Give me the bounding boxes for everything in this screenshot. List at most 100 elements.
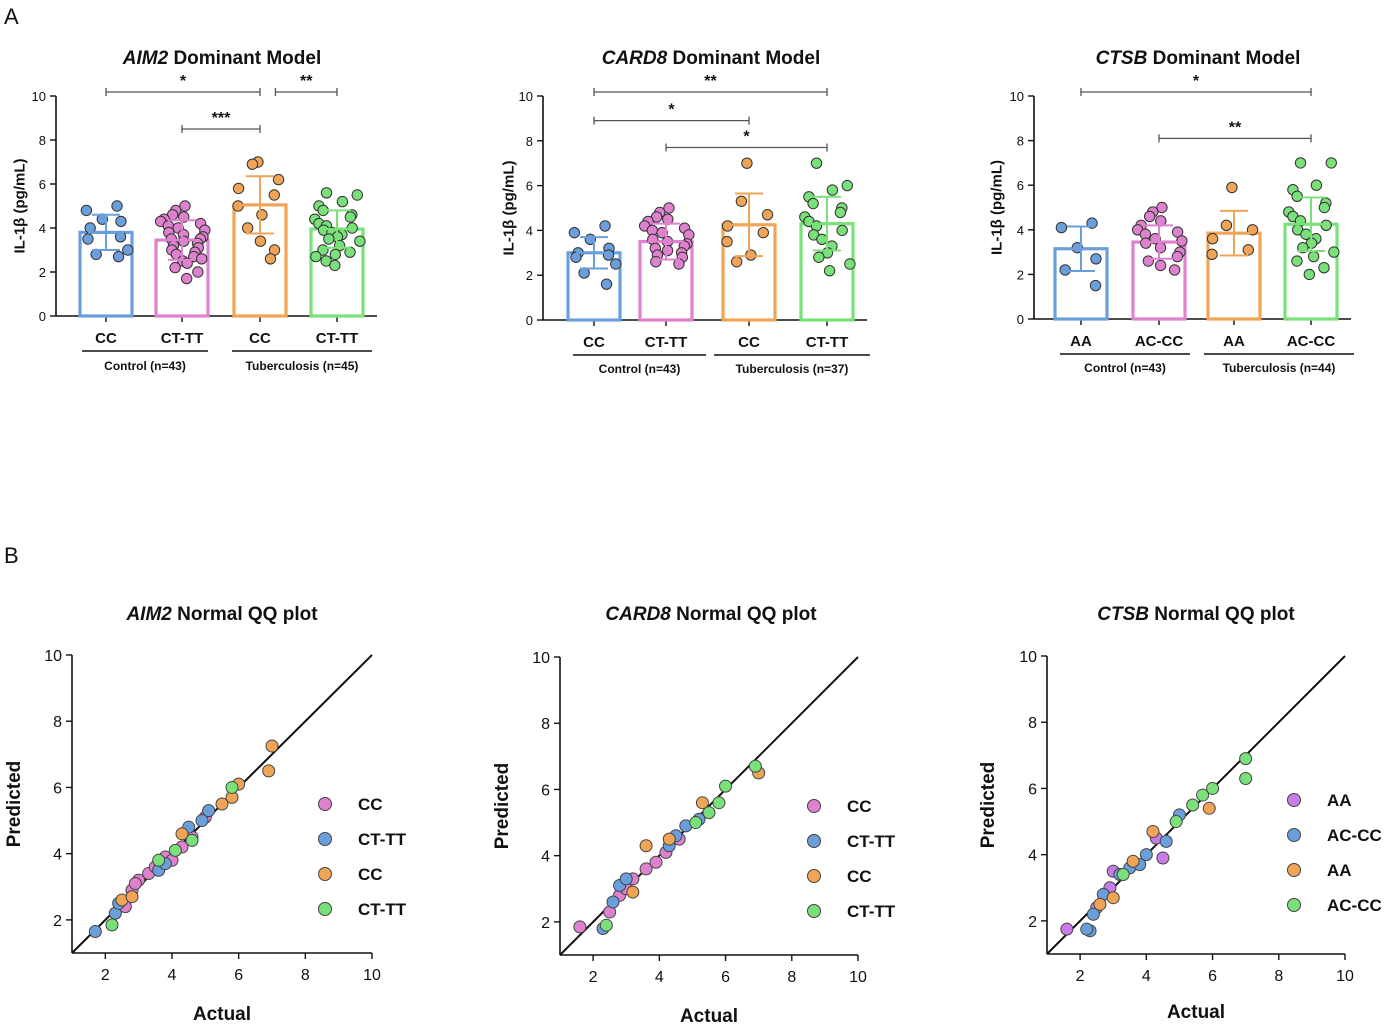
significance-label: ** bbox=[704, 73, 717, 90]
data-point bbox=[599, 220, 611, 232]
bar-chart-card8: CARD8 Dominant Model 0 2 4 6 8 10 IL-1β (pg/mL)… bbox=[500, 48, 870, 376]
data-point bbox=[1055, 221, 1068, 234]
category-label: CT-TT bbox=[316, 330, 359, 347]
y-tick-label: 0 bbox=[39, 309, 46, 324]
y-tick-label: 4 bbox=[526, 223, 533, 238]
data-point bbox=[175, 827, 189, 841]
legend-label: CT-TT bbox=[358, 900, 407, 919]
data-point bbox=[823, 265, 836, 277]
data-point bbox=[639, 839, 653, 853]
chart-title-gene: AIM2 bbox=[125, 604, 172, 625]
data-point bbox=[128, 876, 142, 890]
data-point bbox=[1093, 897, 1107, 911]
x-axis-label: Actual bbox=[1167, 1002, 1225, 1023]
legend-marker bbox=[1287, 863, 1301, 877]
y-tick-label: 6 bbox=[53, 780, 62, 797]
data-point bbox=[169, 261, 181, 274]
legend-marker bbox=[1287, 793, 1301, 807]
data-point bbox=[1239, 752, 1253, 766]
chart-title-gene: CARD8 bbox=[605, 604, 671, 625]
data-point bbox=[254, 235, 267, 247]
data-point bbox=[1206, 233, 1219, 245]
data-point bbox=[1239, 772, 1253, 786]
data-point bbox=[122, 244, 134, 256]
y-axis-label: IL-1β (pg/mL) bbox=[988, 160, 1005, 255]
data-point bbox=[202, 804, 216, 818]
data-point bbox=[323, 233, 335, 245]
data-point bbox=[606, 895, 620, 909]
x-tick-label: 4 bbox=[1142, 968, 1151, 985]
data-point bbox=[619, 872, 633, 886]
chart-title-gene: CARD8 bbox=[602, 48, 668, 69]
data-point bbox=[1059, 264, 1071, 276]
y-tick-label: 6 bbox=[526, 179, 533, 194]
y-tick-label: 8 bbox=[1017, 134, 1024, 149]
y-tick-label: 6 bbox=[1028, 781, 1037, 798]
y-tick-label: 4 bbox=[39, 221, 46, 236]
data-point bbox=[329, 259, 341, 272]
data-point bbox=[1206, 781, 1220, 795]
data-point bbox=[1303, 268, 1316, 281]
data-point bbox=[320, 187, 333, 199]
data-point bbox=[80, 204, 93, 217]
y-axis-label: IL-1β (pg/mL) bbox=[500, 161, 517, 256]
data-point bbox=[1176, 235, 1188, 247]
data-point bbox=[111, 200, 123, 212]
data-point bbox=[661, 244, 674, 257]
chart-title: CTSB Normal QQ plot bbox=[1097, 604, 1295, 625]
data-point bbox=[1318, 262, 1330, 274]
legend-marker bbox=[318, 902, 332, 916]
legend-label: AC-CC bbox=[1327, 826, 1382, 845]
data-point bbox=[179, 200, 191, 212]
data-point bbox=[626, 885, 640, 899]
y-tick-label: 2 bbox=[541, 915, 550, 932]
data-point bbox=[1168, 264, 1181, 276]
data-point bbox=[1196, 788, 1210, 802]
data-point bbox=[1086, 907, 1100, 921]
data-point bbox=[735, 195, 748, 207]
legend-marker bbox=[807, 799, 821, 813]
legend-marker bbox=[807, 834, 821, 848]
data-point bbox=[241, 222, 254, 234]
y-tick-label: 10 bbox=[532, 650, 550, 667]
data-point bbox=[195, 814, 209, 828]
x-tick-label: 6 bbox=[721, 969, 730, 986]
data-point bbox=[1202, 801, 1216, 815]
chart-title: AIM2 Dominant Model bbox=[122, 48, 321, 69]
chart-title: AIM2 Normal QQ plot bbox=[125, 604, 318, 625]
data-point bbox=[568, 226, 581, 239]
y-tick-label: 10 bbox=[1010, 89, 1024, 104]
data-point bbox=[1156, 851, 1170, 865]
y-tick-label: 6 bbox=[541, 782, 550, 799]
legend-label: AA bbox=[1327, 791, 1352, 810]
y-tick-label: 4 bbox=[1028, 848, 1037, 865]
y-tick-label: 2 bbox=[1028, 914, 1037, 931]
data-point bbox=[272, 173, 285, 186]
data-point bbox=[1186, 798, 1200, 812]
y-tick-label: 10 bbox=[44, 648, 62, 665]
data-point bbox=[816, 233, 828, 246]
data-point bbox=[1154, 241, 1167, 254]
data-point bbox=[1220, 219, 1233, 232]
data-point bbox=[761, 209, 774, 221]
chart-title-gene: AIM2 bbox=[122, 48, 169, 69]
significance-label: * bbox=[180, 73, 187, 90]
data-point bbox=[712, 796, 726, 810]
x-tick-label: 10 bbox=[1336, 968, 1354, 985]
panel-label-a: A bbox=[4, 4, 19, 29]
data-point bbox=[262, 764, 276, 778]
data-point bbox=[730, 256, 743, 268]
category-label: CT-TT bbox=[645, 334, 688, 351]
data-point bbox=[1159, 834, 1173, 848]
x-tick-label: 2 bbox=[1076, 968, 1085, 985]
legend-marker bbox=[807, 904, 821, 918]
data-point bbox=[813, 251, 825, 263]
data-point bbox=[246, 158, 259, 170]
data-point bbox=[600, 278, 613, 290]
data-point bbox=[748, 759, 762, 773]
y-tick-label: 0 bbox=[526, 313, 533, 328]
x-tick-label: 8 bbox=[1274, 968, 1283, 985]
data-point bbox=[112, 250, 125, 263]
data-point bbox=[115, 215, 127, 228]
x-axis-label: Actual bbox=[680, 1006, 738, 1026]
